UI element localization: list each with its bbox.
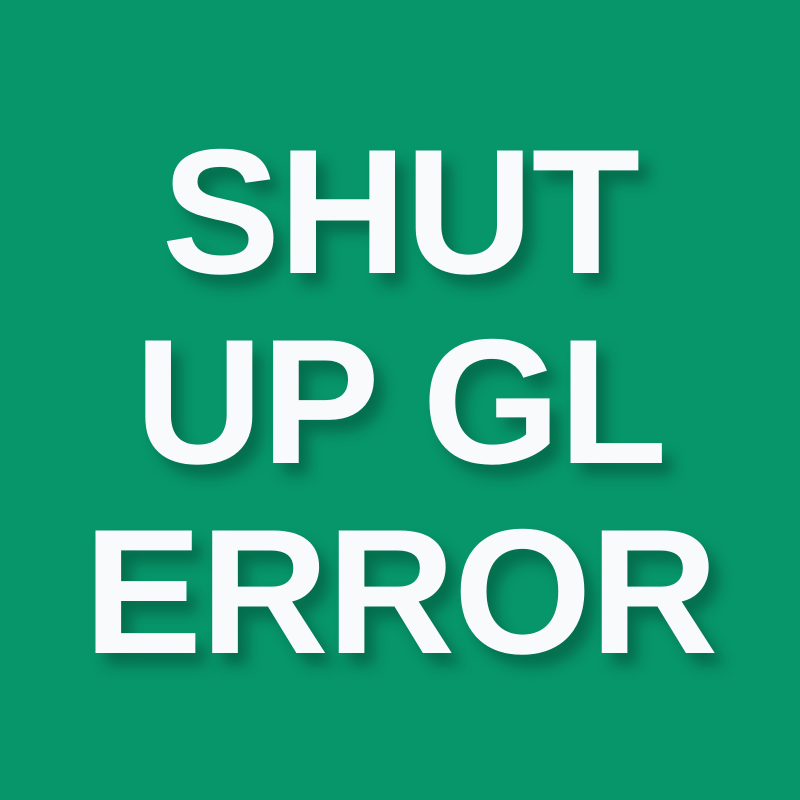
headline-line-3: ERROR bbox=[83, 492, 719, 691]
headline-line-2: UP GL bbox=[134, 302, 668, 501]
headline-line-1: SHUT bbox=[161, 112, 641, 311]
